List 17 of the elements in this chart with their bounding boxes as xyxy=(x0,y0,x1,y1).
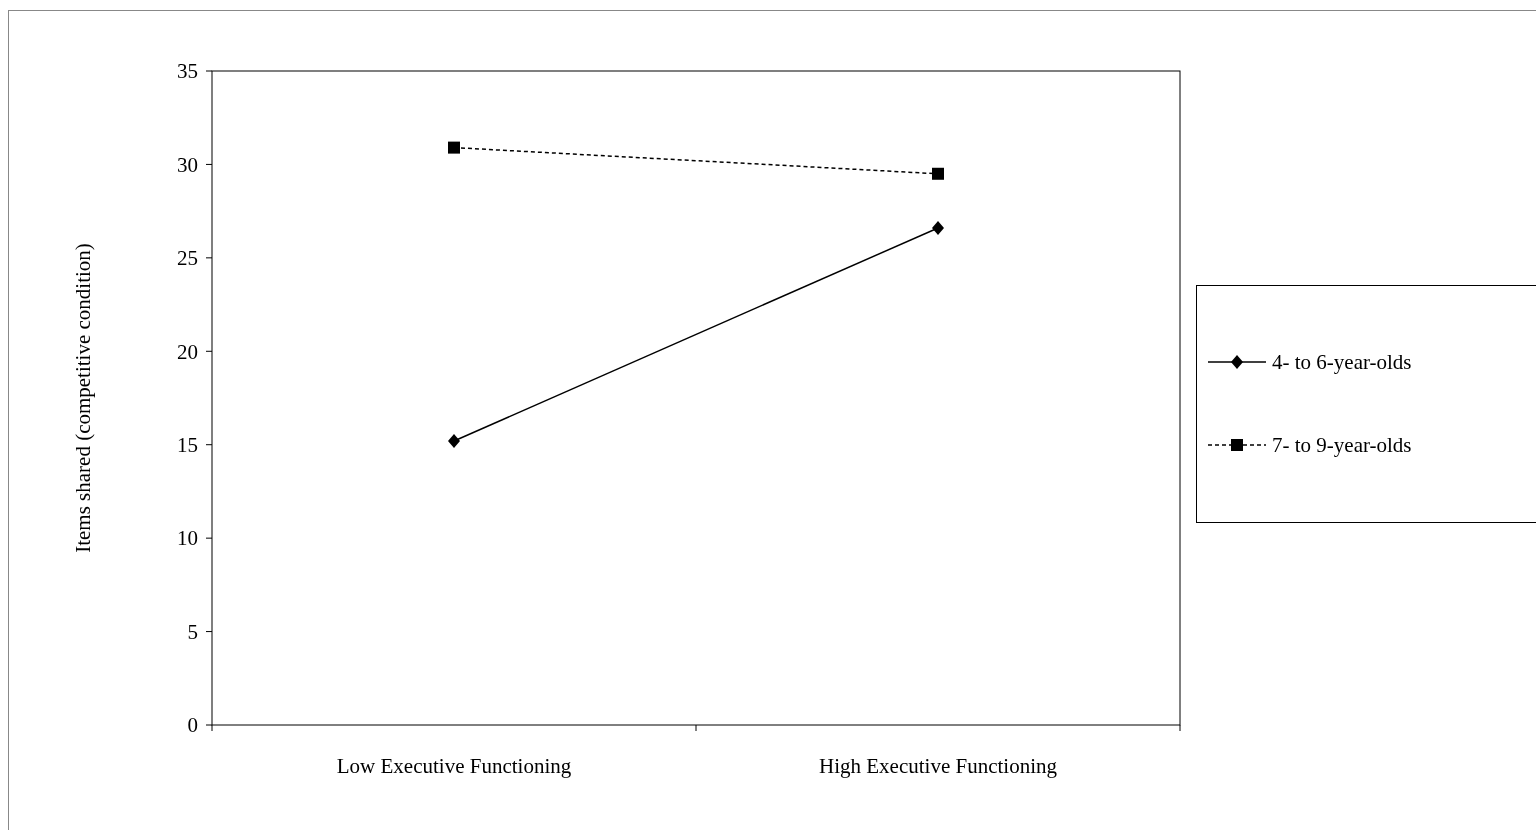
y-tick-label: 0 xyxy=(187,713,198,738)
x-tick-label: Low Executive Functioning xyxy=(336,754,572,778)
y-tick-label: 35 xyxy=(177,59,198,84)
y-axis-title: Items shared (competitive condition) xyxy=(71,243,95,553)
y-tick-label: 10 xyxy=(177,526,198,551)
y-tick-label: 20 xyxy=(177,339,198,364)
point xyxy=(932,167,944,180)
y-tick-label: 15 xyxy=(177,433,198,458)
legend-label: 4- to 6-year-olds xyxy=(1272,350,1412,375)
point xyxy=(448,433,460,448)
y-tick-label: 5 xyxy=(187,619,198,644)
point xyxy=(932,220,944,235)
legend-label: 7- to 9-year-olds xyxy=(1272,433,1412,458)
point xyxy=(448,141,460,154)
y-tick-label: 30 xyxy=(177,152,198,177)
y-tick-label: 25 xyxy=(177,246,198,271)
x-tick-label: High Executive Functioning xyxy=(819,754,1058,778)
